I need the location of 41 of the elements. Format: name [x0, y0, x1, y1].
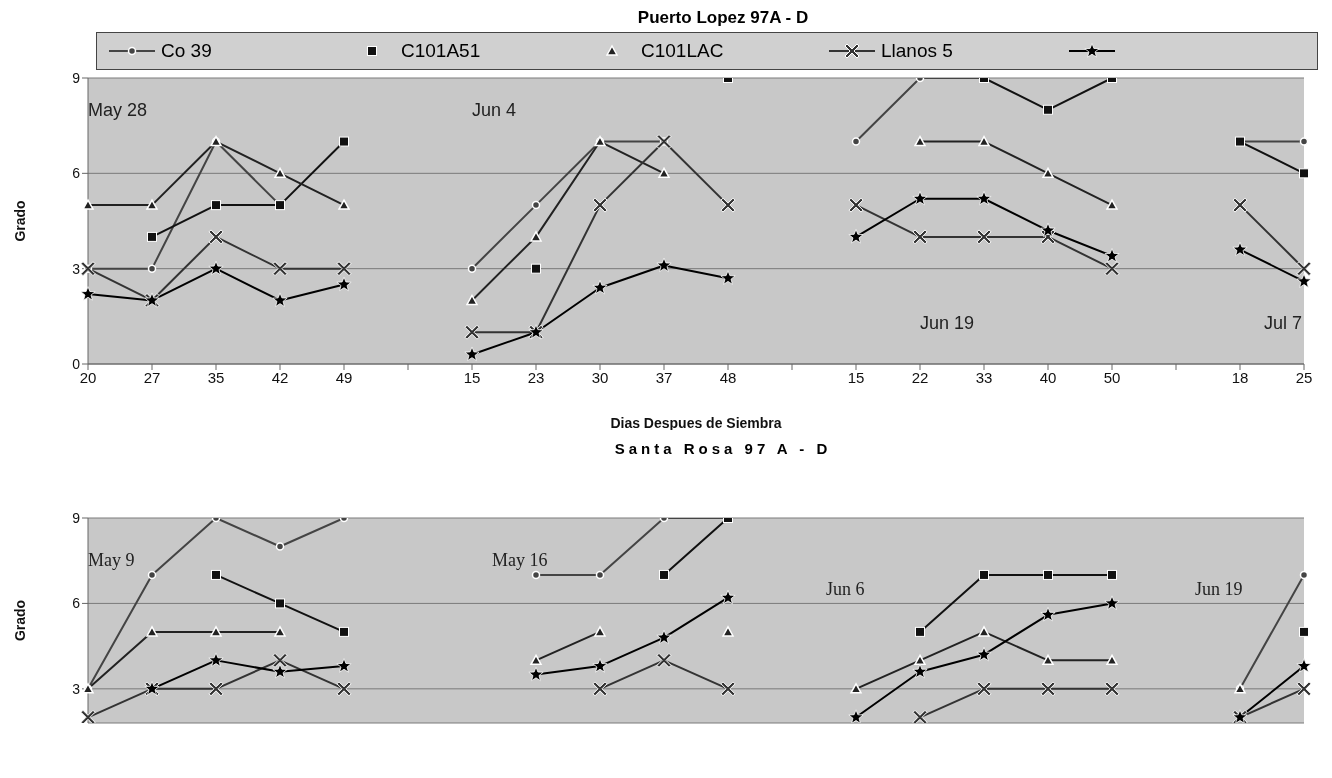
x-tick-label: 15 [847, 368, 865, 386]
annotation: Jun 6 [826, 578, 865, 599]
chart-title: Puerto Lopez 97A - D [636, 8, 810, 29]
x-axis-title: Dias Despues de Siembra [610, 415, 782, 431]
x-tick-label: 35 [207, 368, 225, 386]
annotation: Jul 7 [1264, 313, 1303, 334]
x-tick-label: 20 [79, 368, 97, 386]
annotation: Jun 4 [472, 100, 517, 121]
x-tick-label: 50 [1103, 368, 1121, 386]
y-tick-label: 6 [72, 595, 81, 612]
y-tick-label: 0 [72, 355, 81, 372]
y-axis-title: Grado [11, 599, 28, 642]
y-tick-label: 6 [72, 165, 81, 182]
x-tick-label: 30 [591, 368, 609, 386]
x-tick-label: 23 [527, 368, 545, 386]
x-tick-label: 40 [1039, 368, 1057, 386]
y-tick-label: 9 [72, 509, 81, 526]
legend-label: Co 39 [161, 40, 212, 62]
x-tick-label: 33 [975, 368, 993, 386]
x-tick-label: 37 [655, 368, 673, 386]
x-tick-label: 48 [719, 368, 737, 386]
x-tick-label: 49 [335, 368, 353, 386]
annotation: Jun 19 [920, 313, 975, 334]
legend-label: C101LAC [641, 40, 724, 62]
chart-title: Santa Rosa 97 A - D [613, 439, 833, 459]
legend-label: C101A51 [401, 40, 481, 62]
y-tick-label: 9 [72, 69, 81, 86]
y-axis-title: Grado [11, 200, 28, 242]
x-tick-label: 25 [1295, 368, 1313, 386]
legend-label: Llanos 5 [881, 40, 953, 62]
y-tick-label: 3 [72, 680, 81, 697]
x-tick-label: 42 [271, 368, 289, 386]
annotation: Jun 19 [1195, 578, 1243, 599]
x-tick-label: 27 [143, 368, 161, 386]
x-tick-label: 18 [1231, 368, 1249, 386]
x-tick-label: 15 [463, 368, 481, 386]
annotation: May 16 [492, 550, 548, 571]
annotation: May 28 [88, 100, 148, 121]
x-tick-label: 22 [911, 368, 929, 386]
annotation: May 9 [88, 550, 135, 571]
y-tick-label: 3 [72, 260, 81, 277]
